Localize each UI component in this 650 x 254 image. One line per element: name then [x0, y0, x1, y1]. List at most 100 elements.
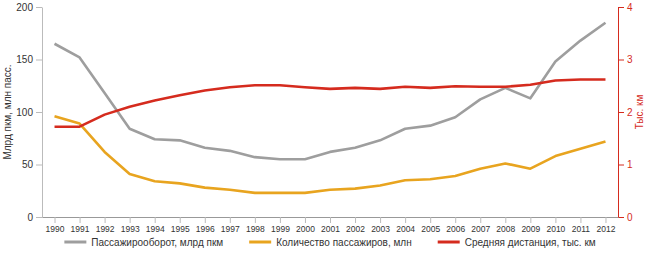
y-axis: 0 50 100 150 200: [16, 2, 42, 223]
y-tick-label: 0: [27, 212, 33, 223]
x-tick-mark: [605, 217, 606, 223]
chart-container: 0501001502000123419901991199219931994199…: [0, 0, 650, 254]
y-axis-line: [42, 8, 43, 218]
legend-item: Пассажирооборот, млрд пкм: [64, 237, 223, 248]
x-tick-label: 2002: [346, 224, 365, 234]
series-line: [55, 23, 606, 160]
y-tick-mark: [36, 60, 42, 61]
y-tick: 0: [27, 212, 42, 223]
y2-tick-label: 3: [627, 54, 633, 65]
y2-tick-label: 4: [627, 2, 633, 13]
x-tick: 2000: [296, 217, 315, 234]
y2-tick-mark: [618, 60, 624, 61]
legend-swatch: [249, 241, 271, 244]
x-tick-mark: [455, 217, 456, 223]
x-tick-label: 1993: [121, 224, 140, 234]
x-tick-mark: [205, 217, 206, 223]
x-tick-label: 1997: [221, 224, 240, 234]
x-tick-label: 1994: [146, 224, 165, 234]
x-axis: 1990 1991 1992 1993 1994 1995 1996 1997 1998 1999…: [43, 217, 619, 234]
x-tick: 1997: [221, 217, 240, 234]
series-line: [55, 116, 606, 193]
x-tick-mark: [130, 217, 131, 223]
x-tick-label: 2009: [521, 224, 540, 234]
x-tick-label: 1998: [246, 224, 265, 234]
x-tick: 2012: [597, 217, 616, 234]
legend-swatch: [438, 241, 460, 244]
x-tick-label: 2007: [471, 224, 490, 234]
x-tick: 1994: [146, 217, 165, 234]
x-tick: 1991: [71, 217, 90, 234]
x-tick: 2001: [321, 217, 340, 234]
x-tick-label: 2010: [546, 224, 565, 234]
y2-tick: 0: [618, 212, 633, 223]
legend-label: Пассажирооборот, млрд пкм: [91, 237, 223, 248]
x-tick-label: 2000: [296, 224, 315, 234]
y2-tick-mark: [618, 217, 624, 218]
y-tick-mark: [36, 7, 42, 8]
x-tick: 2008: [496, 217, 515, 234]
x-tick: 2002: [346, 217, 365, 234]
x-tick-label: 2008: [496, 224, 515, 234]
plot-area: [55, 23, 606, 193]
y2-tick-mark: [618, 7, 624, 8]
y-tick-mark: [36, 165, 42, 166]
legend-item: Средняя дистанция, тыс. км: [438, 237, 596, 248]
x-tick: 1990: [46, 217, 65, 234]
y-tick-mark: [36, 112, 42, 113]
x-tick-mark: [580, 217, 581, 223]
x-tick-mark: [255, 217, 256, 223]
y2-tick: 2: [618, 107, 633, 118]
x-tick: 2004: [396, 217, 415, 234]
x-tick-label: 1991: [71, 224, 90, 234]
x-tick-mark: [180, 217, 181, 223]
x-tick-label: 2003: [371, 224, 390, 234]
x-tick-mark: [230, 217, 231, 223]
y-tick-label: 50: [22, 159, 34, 170]
x-tick: 1992: [96, 217, 115, 234]
legend-item: Количество пассажиров, млн: [249, 237, 412, 248]
y2-tick: 3: [618, 54, 633, 65]
x-tick-mark: [530, 217, 531, 223]
y2-axis-title: Тыс. км: [634, 95, 645, 130]
x-tick-label: 2004: [396, 224, 415, 234]
legend-swatch: [64, 241, 86, 244]
x-tick: 1999: [271, 217, 290, 234]
x-tick-mark: [55, 217, 56, 223]
y2-tick-label: 1: [627, 159, 633, 170]
x-tick-mark: [330, 217, 331, 223]
legend-label: Средняя дистанция, тыс. км: [465, 237, 596, 248]
legend-label: Количество пассажиров, млн: [276, 237, 412, 248]
y2-tick-mark: [618, 165, 624, 166]
y2-axis: 0 1 2 3 4: [618, 2, 633, 223]
x-tick-mark: [430, 217, 431, 223]
y2-tick-label: 0: [627, 212, 633, 223]
x-tick: 2010: [546, 217, 565, 234]
x-tick-mark: [505, 217, 506, 223]
x-tick-label: 2006: [446, 224, 465, 234]
x-tick: 2007: [471, 217, 490, 234]
x-tick-label: 2012: [597, 224, 616, 234]
x-tick-label: 2005: [421, 224, 440, 234]
x-tick-label: 1995: [171, 224, 190, 234]
x-tick: 2006: [446, 217, 465, 234]
x-tick-mark: [480, 217, 481, 223]
y-tick: 150: [16, 54, 42, 65]
series-line: [55, 79, 606, 126]
x-tick-label: 2001: [321, 224, 340, 234]
y-tick: 200: [16, 2, 42, 13]
x-tick-mark: [280, 217, 281, 223]
chart-svg: 0501001502000123419901991199219931994199…: [0, 0, 650, 254]
x-tick: 1993: [121, 217, 140, 234]
x-tick: 2003: [371, 217, 390, 234]
x-tick-mark: [405, 217, 406, 223]
x-tick: 1996: [196, 217, 215, 234]
y-tick-label: 150: [16, 54, 33, 65]
x-tick-label: 1996: [196, 224, 215, 234]
x-tick: 1998: [246, 217, 265, 234]
y2-tick-label: 2: [627, 107, 633, 118]
x-tick-label: 1999: [271, 224, 290, 234]
x-tick-mark: [305, 217, 306, 223]
y-tick: 100: [16, 107, 42, 118]
y-tick-mark: [36, 217, 42, 218]
